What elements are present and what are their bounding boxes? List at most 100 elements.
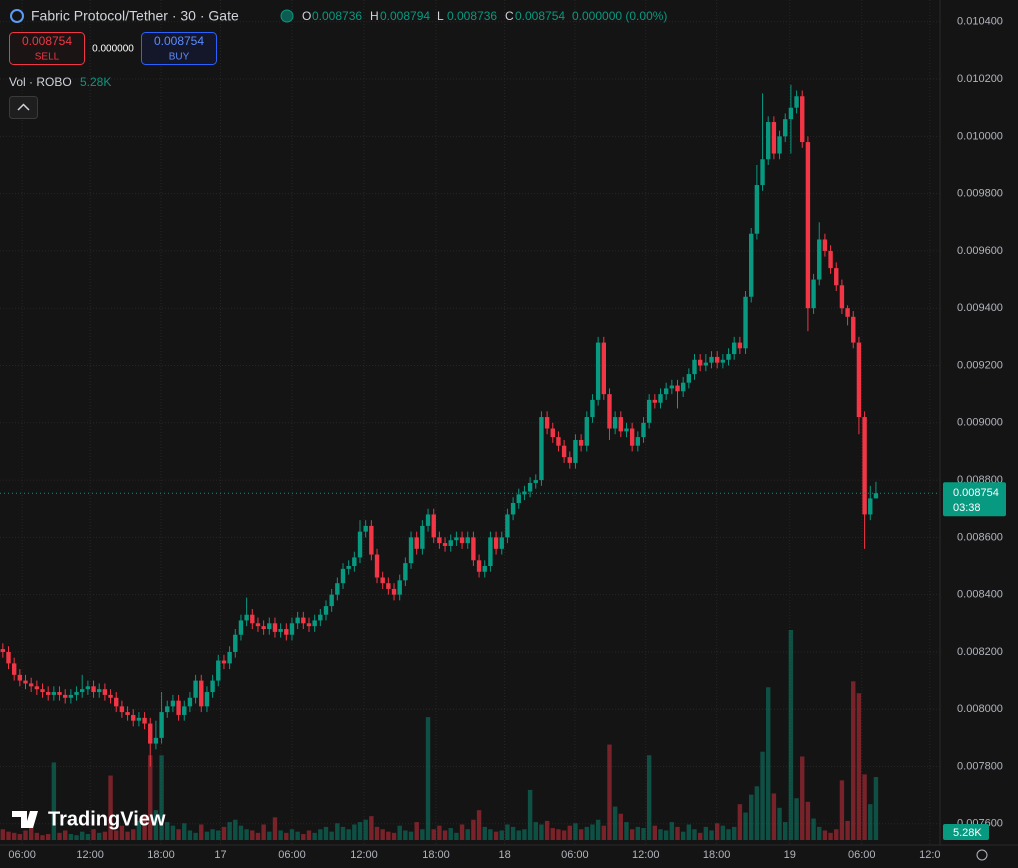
candle-body <box>629 428 635 446</box>
candle-body <box>851 316 856 343</box>
volume-bar <box>414 822 419 840</box>
volume-bar <box>635 826 641 840</box>
buy-price[interactable]: 0.008754 <box>154 34 204 48</box>
candle-body <box>618 417 624 432</box>
volume-bar <box>57 832 62 840</box>
buy-label[interactable]: BUY <box>169 52 190 63</box>
candle-body <box>726 354 731 360</box>
volume-bar <box>199 824 204 840</box>
volume-bar <box>618 813 624 840</box>
countdown: 03:38 <box>953 502 981 514</box>
volume-bar <box>386 831 391 840</box>
ohlc-key: L <box>437 9 444 23</box>
x-tick-label: 18:00 <box>422 849 450 861</box>
volume-bar <box>760 751 765 840</box>
volume-bar <box>80 831 85 840</box>
volume-bar <box>516 830 521 840</box>
candle-body <box>731 342 737 355</box>
volume-bar <box>170 825 176 840</box>
y-tick-label: 0.009600 <box>957 245 1003 257</box>
buy-button[interactable] <box>141 32 217 65</box>
candle-body <box>646 399 652 423</box>
candle-body <box>476 560 482 572</box>
candle-body <box>363 525 368 532</box>
candle-body <box>369 525 374 555</box>
candle-body <box>612 417 618 429</box>
volume-bar <box>590 824 595 840</box>
volume-bar <box>856 693 862 840</box>
volume-bar <box>380 829 385 840</box>
x-tick-label: 06:00 <box>8 849 36 861</box>
volume-bar <box>476 810 482 840</box>
volume-bar <box>284 832 289 840</box>
candle-body <box>703 362 709 366</box>
candle-body <box>295 617 300 624</box>
collapse-button[interactable] <box>9 96 38 119</box>
ohlc-key: O <box>302 9 311 23</box>
candle-body <box>23 680 28 684</box>
sell-price[interactable]: 0.008754 <box>22 34 72 48</box>
y-tick-label: 0.008400 <box>957 589 1003 601</box>
candle-body <box>289 623 295 635</box>
volume-bar <box>193 832 198 840</box>
y-tick-label: 0.009200 <box>957 359 1003 371</box>
candle-body <box>680 382 686 392</box>
volume-bar <box>437 825 442 840</box>
candle-body <box>856 342 862 418</box>
volume-bar <box>556 829 561 840</box>
candle-body <box>686 374 692 383</box>
volume-bar <box>459 824 465 840</box>
candle-body <box>590 399 595 418</box>
volume-label: Vol · ROBO <box>9 75 72 89</box>
ohlc-value: 0.008794 <box>380 9 430 23</box>
volume-bar <box>845 820 850 840</box>
candle-body <box>148 723 153 744</box>
candle-body <box>153 737 159 744</box>
volume-bar <box>488 829 493 840</box>
volume-bar <box>454 832 459 840</box>
candle-body <box>250 614 255 624</box>
volume-bar <box>114 830 119 840</box>
volume-bar <box>510 826 516 840</box>
candle-body <box>624 428 629 432</box>
candle-body <box>374 554 380 578</box>
candle-body <box>204 692 210 707</box>
volume-bar <box>868 804 873 840</box>
candle-body <box>210 680 215 693</box>
candle-body <box>493 537 499 549</box>
settings-icon[interactable] <box>976 849 988 861</box>
volume-bar <box>165 822 170 840</box>
volume-bar <box>45 834 51 840</box>
candle-body <box>505 514 510 538</box>
volume-bar <box>91 829 96 840</box>
volume-bar <box>743 812 748 840</box>
volume-bar <box>720 825 726 840</box>
volume-bar <box>68 834 74 840</box>
volume-bar <box>669 822 675 840</box>
candle-body <box>607 394 612 429</box>
volume-bar <box>250 830 255 840</box>
candle-body <box>845 308 850 317</box>
candle-body <box>62 694 68 698</box>
volume-bar <box>811 818 816 840</box>
volume-bar <box>335 823 340 840</box>
candle-body <box>714 356 720 363</box>
sell-button[interactable] <box>9 32 85 65</box>
volume-bar <box>131 829 136 840</box>
candle-body <box>233 634 238 652</box>
x-tick-label: 12:00 <box>350 849 378 861</box>
candle-body <box>323 606 329 615</box>
volume-bar <box>210 829 215 840</box>
candle-body <box>119 706 125 713</box>
volume-bar <box>663 830 669 840</box>
volume-bar <box>323 826 329 840</box>
collapse-icon[interactable] <box>17 103 30 111</box>
candle-body <box>766 122 771 160</box>
sell-label[interactable]: SELL <box>35 52 60 63</box>
candle-body <box>0 649 6 652</box>
volume-bar <box>312 832 317 840</box>
candle-body <box>550 428 555 438</box>
volume-bar <box>862 774 867 840</box>
